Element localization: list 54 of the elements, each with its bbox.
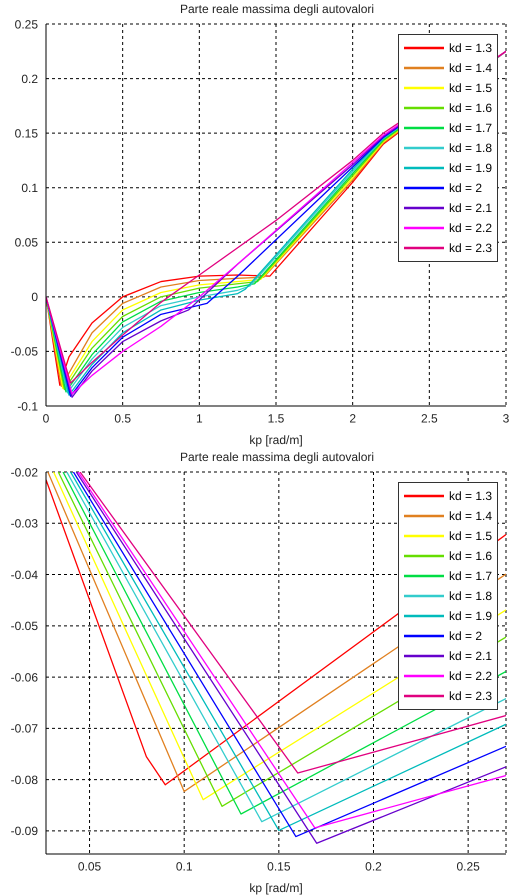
legend-label: kd = 1.7: [448, 569, 492, 583]
x-tick-label: 0.2: [365, 860, 382, 874]
y-tick-label: -0.06: [10, 670, 38, 684]
legend-label: kd = 1.6: [448, 101, 492, 115]
legend-label: kd = 1.9: [448, 161, 492, 175]
y-tick-label: -0.1: [17, 399, 38, 414]
y-tick-label: -0.05: [10, 344, 38, 359]
x-tick-label: 0.5: [114, 412, 132, 426]
x-tick-label: 0.25: [456, 860, 480, 874]
y-tick-label: 0.25: [14, 17, 38, 32]
y-tick-label: 0.05: [14, 236, 38, 250]
x-tick-label: 0: [42, 412, 50, 426]
x-tick-label: 1.5: [268, 412, 285, 426]
legend-label: kd = 1.5: [448, 81, 492, 95]
y-tick-label: -0.07: [10, 722, 38, 736]
legend-label: kd = 2: [448, 629, 482, 643]
legend-label: kd = 2.3: [448, 241, 492, 255]
x-tick-label: 0.15: [267, 860, 291, 874]
legend-label: kd = 1.7: [448, 121, 492, 135]
y-tick-label: -0.05: [10, 619, 38, 634]
legend-label: kd = 1.8: [448, 589, 492, 603]
legend-label: kd = 1.9: [448, 609, 492, 623]
legend-label: kd = 2.2: [448, 669, 492, 683]
y-tick-label: -0.04: [10, 568, 38, 582]
y-tick-label: -0.03: [10, 516, 38, 531]
legend-label: kd = 1.8: [448, 141, 492, 155]
y-tick-label: 0.1: [21, 180, 38, 195]
x-tick-label: 1: [196, 412, 203, 426]
x-tick-label: 2: [349, 412, 356, 426]
x-axis-title: kp [rad/m]: [249, 433, 303, 447]
y-tick-label: -0.02: [10, 465, 38, 480]
legend-label: kd = 1.3: [448, 41, 492, 55]
x-axis-title: kp [rad/m]: [249, 881, 303, 895]
y-tick-label: 0: [31, 290, 38, 304]
y-tick-label: -0.09: [10, 824, 38, 838]
x-tick-label: 3: [502, 412, 510, 426]
y-tick-label: -0.08: [10, 772, 38, 787]
legend-label: kd = 2.1: [448, 649, 492, 663]
legend-label: kd = 1.4: [448, 509, 492, 523]
legend-label: kd = 1.6: [448, 549, 492, 563]
legend-label: kd = 1.4: [448, 61, 492, 75]
legend-label: kd = 2.1: [448, 201, 492, 215]
x-tick-label: 0.05: [78, 860, 102, 874]
x-tick-label: 2.5: [420, 412, 438, 426]
x-tick-label: 0.1: [176, 860, 193, 874]
chart-title: Parte reale massima degli autovalori: [178, 449, 376, 466]
y-tick-label: 0.2: [21, 72, 38, 86]
y-tick-label: 0.15: [14, 126, 38, 140]
legend-label: kd = 1.5: [448, 529, 492, 543]
chart-title: Parte reale massima degli autovalori: [178, 1, 376, 18]
legend-label: kd = 1.3: [448, 489, 492, 503]
legend-label: kd = 2.3: [448, 689, 492, 703]
legend-label: kd = 2: [448, 181, 482, 195]
legend-label: kd = 2.2: [448, 221, 492, 235]
